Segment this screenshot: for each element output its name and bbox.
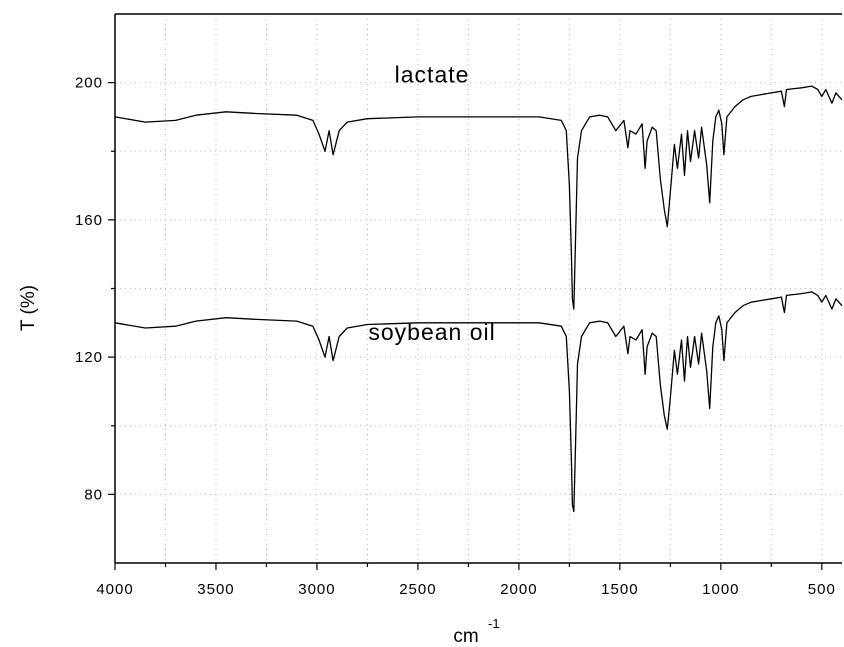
- annotation-soybean-oil: soybean oil: [368, 319, 495, 345]
- annotation-lactate: lactate: [395, 62, 470, 88]
- x-axis-title: cm: [453, 626, 478, 647]
- x-tick-label: 1500: [601, 581, 638, 598]
- y-tick-label: 120: [75, 349, 103, 366]
- grid-lines: [114, 14, 842, 563]
- y-tick-label: 200: [75, 75, 103, 92]
- series-line-lactate: [114, 85, 843, 310]
- series-layer: [114, 85, 843, 513]
- x-axis-title-superscript: -1: [488, 616, 500, 631]
- x-tick-label: 3500: [197, 581, 234, 598]
- y-tick-label: 160: [75, 212, 103, 229]
- y-tick-label: 80: [84, 486, 103, 503]
- x-tick-label: 500: [808, 581, 836, 598]
- series-line-soybean-oil: [114, 291, 843, 513]
- y-axis-title: T (%): [18, 285, 39, 331]
- axes: [114, 13, 842, 564]
- x-tick-label: 1000: [702, 581, 739, 598]
- x-tick-label: 2000: [500, 581, 537, 598]
- tick-marks: [108, 82, 823, 570]
- tick-labels: 4000 3500 3000 2500 2000 1500 1000 500 80 120 160 2…: [75, 75, 836, 598]
- x-tick-label: 3000: [298, 581, 335, 598]
- x-tick-label: 4000: [96, 581, 133, 598]
- x-tick-label: 2500: [399, 581, 436, 598]
